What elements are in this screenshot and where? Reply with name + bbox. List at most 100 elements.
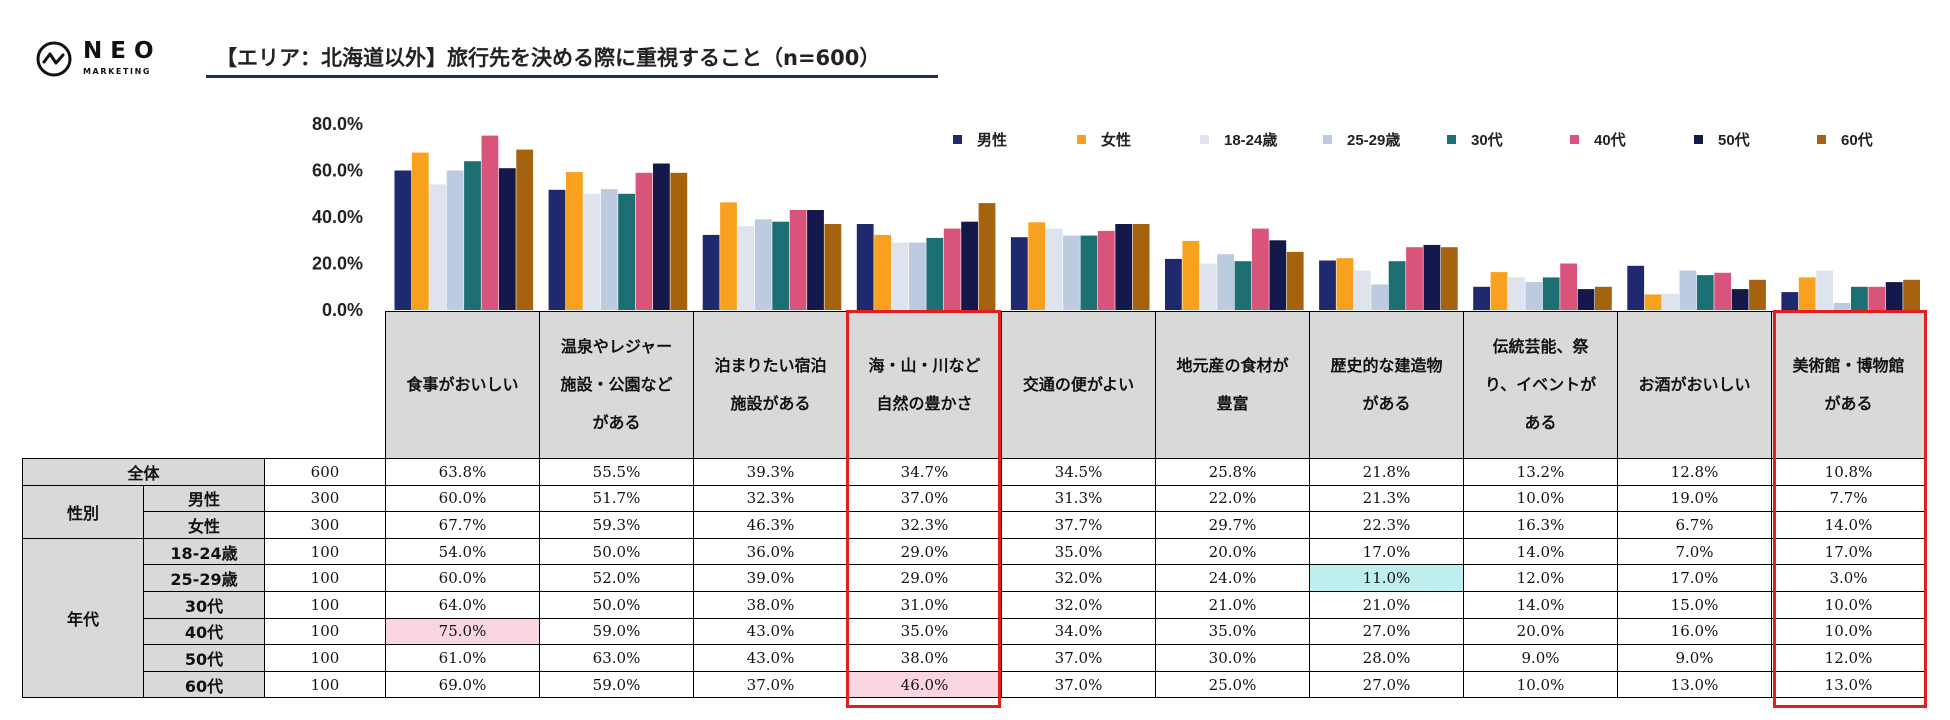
value-cell: 22.3% bbox=[1309, 511, 1464, 539]
bar bbox=[1714, 272, 1732, 310]
legend-item: 60代 bbox=[1817, 131, 1873, 149]
value-cell: 55.5% bbox=[539, 458, 694, 486]
bar bbox=[909, 242, 926, 310]
table-row: 60代 100 69.0% 59.0% 37.0% 46.0% 37.0% 25.0% 27.0… bbox=[23, 670, 1926, 699]
bar bbox=[824, 224, 842, 310]
legend-item: 25-29歳 bbox=[1323, 131, 1400, 149]
value-cell: 6.7% bbox=[1617, 511, 1772, 539]
value-cell: 13.0% bbox=[1617, 670, 1772, 699]
table-row: 性別 男性 300 60.0% 51.7% 32.3% 37.0% 31.3% 22.0% 21.… bbox=[22, 484, 1926, 539]
value-cell: 32.3% bbox=[693, 484, 848, 513]
category-header: 美術館・博物館 がある bbox=[1771, 311, 1926, 459]
value-cell: 37.0% bbox=[847, 484, 1002, 513]
row-label: 50代 bbox=[143, 644, 265, 672]
sample-size: 300 bbox=[264, 484, 386, 513]
bar bbox=[1816, 270, 1833, 310]
bar bbox=[874, 234, 891, 310]
bar bbox=[856, 224, 874, 310]
legend-item: 女性 bbox=[1077, 131, 1131, 149]
bar bbox=[1679, 270, 1697, 310]
y-tick-label: 0.0% bbox=[322, 300, 363, 320]
bar bbox=[1319, 260, 1336, 310]
bar bbox=[1080, 235, 1098, 310]
bar bbox=[1286, 251, 1304, 310]
value-cell: 35.0% bbox=[1001, 537, 1156, 566]
value-cell: 29.7% bbox=[1155, 511, 1310, 539]
category-header: 食事がおいしい bbox=[385, 311, 540, 459]
value-cell: 37.7% bbox=[1001, 511, 1156, 539]
bar bbox=[653, 163, 670, 310]
row-label: 25-29歳 bbox=[143, 564, 265, 592]
table-row: 全体 600 63.8% 55.5% 39.3% 34.7% 34.5% 25.8% 21.8%… bbox=[22, 458, 1926, 486]
value-cell: 46.3% bbox=[693, 511, 848, 539]
logo-wave-icon bbox=[36, 41, 72, 77]
bar bbox=[1490, 272, 1508, 310]
bar bbox=[1097, 230, 1115, 310]
legend-label: 30代 bbox=[1471, 131, 1503, 149]
bar bbox=[1833, 303, 1851, 310]
bar bbox=[1217, 254, 1234, 310]
bar bbox=[1371, 284, 1389, 310]
bar bbox=[1423, 244, 1441, 310]
bar bbox=[429, 184, 447, 310]
bar bbox=[498, 168, 516, 310]
bar bbox=[583, 193, 601, 311]
value-cell: 35.0% bbox=[1155, 617, 1310, 646]
category-header-line: 美術館・博物館 bbox=[1792, 356, 1905, 375]
value-cell: 43.0% bbox=[693, 617, 848, 646]
bar bbox=[961, 221, 978, 310]
legend-label: 男性 bbox=[977, 131, 1007, 149]
legend-label: 60代 bbox=[1841, 131, 1873, 149]
category-header-line: がある bbox=[1824, 394, 1873, 413]
bar bbox=[670, 172, 688, 310]
category-header-line: 泊まりたい宿泊 bbox=[714, 356, 827, 375]
value-cell: 14.0% bbox=[1463, 537, 1618, 566]
bar bbox=[1662, 293, 1679, 310]
bar bbox=[1781, 292, 1799, 310]
value-cell: 60.0% bbox=[385, 564, 540, 592]
category-header-line: 施設・公園など bbox=[560, 375, 673, 394]
legend-item: 18-24歳 bbox=[1200, 131, 1277, 149]
value-cell: 10.0% bbox=[1771, 590, 1926, 619]
table-header-row: 食事がおいしい 温泉やレジャー 施設・公園など がある 泊まりたい宿泊 施設がある 海・山・… bbox=[23, 311, 1926, 459]
category-header-line: 海・山・川など bbox=[868, 356, 981, 375]
category-header-line: お酒がおいしい bbox=[1638, 375, 1751, 394]
value-cell: 69.0% bbox=[385, 670, 540, 699]
category-header-line: ある bbox=[1524, 413, 1557, 432]
bar bbox=[1696, 275, 1714, 310]
bar bbox=[1473, 286, 1490, 311]
value-cell: 64.0% bbox=[385, 590, 540, 619]
value-cell: 37.0% bbox=[1001, 644, 1156, 672]
value-cell: 46.0% bbox=[847, 670, 1002, 699]
bar bbox=[635, 172, 653, 310]
category-header: 地元産の食材が 豊富 bbox=[1155, 311, 1310, 459]
value-cell: 19.0% bbox=[1617, 484, 1772, 513]
value-cell: 24.0% bbox=[1155, 564, 1310, 592]
sample-size: 100 bbox=[264, 644, 386, 672]
bar bbox=[891, 242, 909, 310]
logo-name: NEO bbox=[83, 38, 162, 64]
category-header: 交通の便がよい bbox=[1001, 311, 1156, 459]
value-cell: 14.0% bbox=[1771, 511, 1926, 539]
value-cell: 37.0% bbox=[1001, 670, 1156, 699]
legend-swatch bbox=[1200, 135, 1209, 144]
bar bbox=[789, 210, 807, 310]
category-header-line: 豊富 bbox=[1216, 394, 1249, 413]
table-row: 40代 100 75.0% 59.0% 43.0% 35.0% 34.0% 35.0% 27.0… bbox=[23, 617, 1926, 646]
category-header-line: がある bbox=[1362, 394, 1411, 413]
row-label: 女性 bbox=[143, 511, 265, 539]
category-header: 泊まりたい宿泊 施設がある bbox=[693, 311, 848, 459]
sample-size: 100 bbox=[264, 537, 386, 566]
sample-size: 100 bbox=[264, 564, 386, 592]
value-cell: 35.0% bbox=[847, 617, 1002, 646]
bar bbox=[943, 228, 961, 310]
value-cell: 3.0% bbox=[1771, 564, 1926, 592]
value-cell: 34.5% bbox=[1001, 458, 1156, 486]
category-header-line: 地元産の食材が bbox=[1176, 356, 1289, 375]
value-cell: 50.0% bbox=[539, 590, 694, 619]
bar bbox=[1388, 261, 1406, 310]
table-corner bbox=[23, 312, 386, 459]
value-cell: 21.8% bbox=[1309, 458, 1464, 486]
bar bbox=[720, 202, 737, 310]
value-cell: 39.3% bbox=[693, 458, 848, 486]
